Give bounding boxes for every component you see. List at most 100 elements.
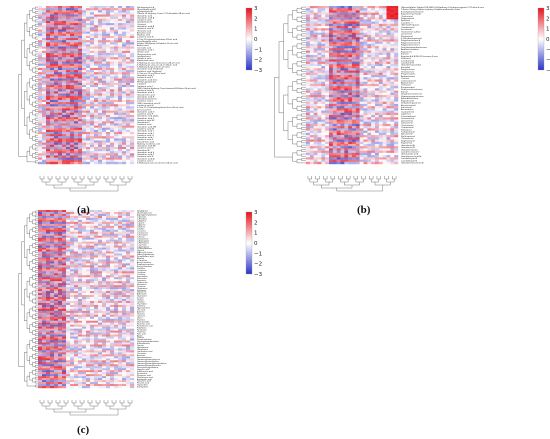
heatmap-cell bbox=[42, 221, 47, 225]
heatmap-cell bbox=[110, 42, 115, 45]
heatmap-cell bbox=[122, 99, 127, 103]
heatmap-cell bbox=[355, 8, 360, 11]
heatmap-cell bbox=[46, 251, 51, 254]
heatmap-cell bbox=[336, 95, 341, 98]
heatmap-cell bbox=[329, 61, 334, 65]
heatmap-cell bbox=[371, 143, 376, 147]
heatmap-cell bbox=[363, 14, 368, 18]
heatmap-cell bbox=[54, 215, 59, 219]
heatmap-cell bbox=[367, 123, 372, 127]
heatmap-cell bbox=[375, 14, 380, 18]
heatmap-cell bbox=[371, 157, 376, 160]
heatmap-cell bbox=[38, 82, 43, 86]
heatmap-cell bbox=[54, 283, 59, 286]
heatmap-cell bbox=[352, 66, 357, 69]
heatmap-cell bbox=[352, 14, 357, 18]
heatmap-cell bbox=[371, 30, 376, 33]
heatmap-cell bbox=[94, 121, 99, 124]
heatmap-cell bbox=[50, 61, 55, 64]
row-label: Lysolipid acid bbox=[137, 56, 151, 58]
heatmap-cell bbox=[371, 117, 376, 120]
heatmap-cell bbox=[126, 114, 131, 118]
dendrogram-branch bbox=[330, 176, 335, 180]
heatmap-cell bbox=[74, 129, 79, 133]
heatmap-cell bbox=[38, 117, 43, 120]
heatmap-cell bbox=[359, 46, 364, 49]
heatmap-cell bbox=[317, 37, 322, 40]
heatmap-cell bbox=[46, 227, 51, 230]
heatmap-cell bbox=[98, 269, 103, 272]
heatmap-cell bbox=[62, 299, 67, 302]
heatmap-cell bbox=[367, 135, 372, 138]
heatmap-cell bbox=[114, 80, 119, 84]
heatmap-cell bbox=[42, 57, 47, 60]
heatmap-cell bbox=[352, 146, 357, 149]
heatmap-cell bbox=[110, 233, 115, 236]
heatmap-cell bbox=[306, 81, 311, 85]
heatmap-cell bbox=[306, 117, 311, 120]
heatmap-cell bbox=[54, 151, 59, 154]
heatmap-cell bbox=[348, 130, 353, 134]
heatmap-cell bbox=[340, 54, 345, 58]
heatmap-cell bbox=[130, 59, 135, 62]
heatmap-cell bbox=[378, 159, 383, 162]
heatmap-cell bbox=[329, 130, 334, 134]
heatmap-cell bbox=[114, 48, 119, 52]
heatmap-cell bbox=[50, 213, 55, 217]
heatmap-cell bbox=[110, 231, 115, 234]
heatmap-cell bbox=[42, 106, 47, 109]
heatmap-cell bbox=[126, 20, 131, 24]
heatmap-cell bbox=[94, 251, 99, 254]
heatmap-cell bbox=[340, 37, 345, 40]
heatmap-cell bbox=[375, 28, 380, 31]
heatmap-cell bbox=[122, 74, 127, 77]
heatmap-cell bbox=[110, 119, 115, 122]
heatmap-cell bbox=[82, 140, 87, 143]
heatmap-cell bbox=[344, 59, 349, 62]
heatmap-cell bbox=[363, 137, 368, 140]
heatmap-cell bbox=[390, 10, 395, 13]
heatmap-cell bbox=[122, 63, 127, 66]
heatmap-cell bbox=[86, 52, 91, 56]
heatmap-cell bbox=[344, 161, 349, 165]
heatmap-cell bbox=[106, 253, 111, 256]
heatmap-cell bbox=[309, 117, 314, 120]
heatmap-cell bbox=[90, 299, 95, 302]
heatmap-cell bbox=[98, 61, 103, 64]
heatmap-cell bbox=[106, 231, 111, 234]
heatmap-cell bbox=[367, 146, 372, 149]
heatmap-cell bbox=[46, 108, 51, 111]
heatmap-cell bbox=[122, 129, 127, 133]
heatmap-cell bbox=[332, 26, 337, 29]
heatmap-cell bbox=[46, 23, 51, 26]
heatmap-cell bbox=[336, 86, 341, 89]
row-label: Madecassic acid bbox=[137, 60, 154, 62]
heatmap-cell bbox=[390, 54, 395, 58]
heatmap-cell bbox=[344, 130, 349, 134]
heatmap-cell bbox=[42, 31, 47, 34]
heatmap-cell bbox=[118, 82, 123, 86]
heatmap-cell bbox=[363, 54, 368, 58]
heatmap-cell bbox=[348, 19, 353, 22]
heatmap-cell bbox=[321, 150, 326, 154]
heatmap-cell bbox=[102, 57, 107, 60]
heatmap-cell bbox=[106, 57, 111, 60]
heatmap-cell bbox=[118, 281, 123, 284]
heatmap-cell bbox=[102, 299, 107, 302]
heatmap-cell bbox=[54, 63, 59, 66]
heatmap-cell bbox=[102, 231, 107, 234]
heatmap-cell bbox=[110, 295, 115, 298]
heatmap-cell bbox=[42, 151, 47, 154]
heatmap-cell bbox=[386, 63, 391, 67]
heatmap-cell bbox=[386, 17, 391, 20]
heatmap-cell bbox=[118, 289, 123, 292]
heatmap-cell bbox=[321, 14, 326, 18]
heatmap-cell bbox=[306, 43, 311, 47]
heatmap-cell bbox=[367, 137, 372, 140]
heatmap-cell bbox=[74, 50, 79, 54]
heatmap-cell bbox=[70, 131, 75, 135]
heatmap-cell bbox=[325, 52, 330, 56]
heatmap-cell bbox=[309, 135, 314, 138]
heatmap-cell bbox=[114, 223, 119, 227]
heatmap-cell bbox=[336, 70, 341, 73]
